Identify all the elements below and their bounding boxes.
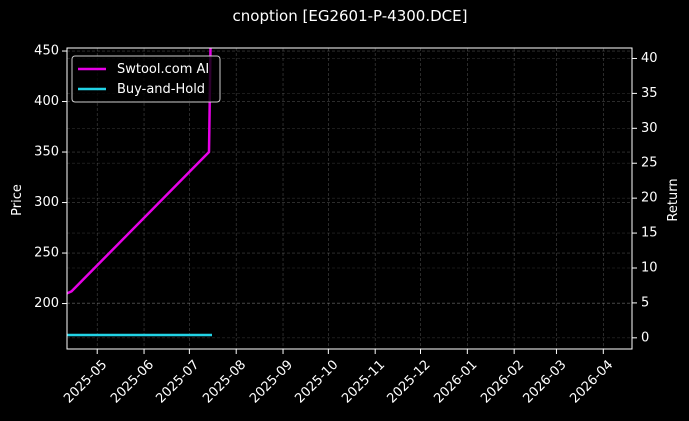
- y2-tick-label: 20: [641, 191, 658, 206]
- y-tick-label: 200: [34, 296, 59, 311]
- y-tick-label: 350: [34, 145, 59, 160]
- y2-tick-label: 30: [641, 121, 658, 136]
- y2-axis-title: Return: [666, 178, 681, 221]
- legend: Swtool.com AI Buy-and-Hold: [71, 55, 221, 103]
- chart-title: cnoption [EG2601-P-4300.DCE]: [233, 7, 468, 25]
- y2-tick-label: 40: [641, 51, 658, 66]
- legend-label-ai: Swtool.com AI: [117, 62, 209, 77]
- y-tick-label: 300: [34, 195, 59, 210]
- legend-label-buy-hold: Buy-and-Hold: [117, 82, 205, 97]
- y2-tick-label: 25: [641, 156, 658, 171]
- y-tick-label: 250: [34, 246, 59, 261]
- y2-tick-label: 10: [641, 260, 658, 275]
- y-tick-label: 400: [34, 94, 59, 109]
- y2-tick-label: 15: [641, 226, 658, 241]
- y2-tick-label: 5: [641, 295, 649, 310]
- y-tick-label: 450: [34, 44, 59, 59]
- y2-tick-label: 35: [641, 86, 658, 101]
- legend-box: [71, 55, 221, 103]
- y-axis-title: Price: [10, 184, 25, 216]
- y2-tick-label: 0: [641, 330, 649, 345]
